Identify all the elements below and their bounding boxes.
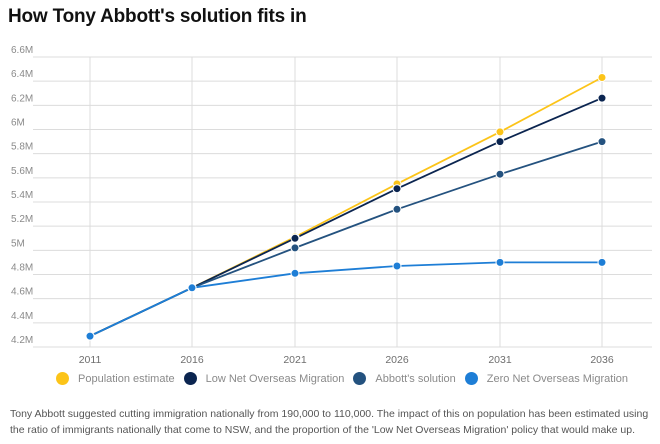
y-tick-label: 4.4M [11, 311, 33, 322]
chart-footnote: Tony Abbott suggested cutting immigratio… [10, 408, 649, 436]
data-point[interactable] [85, 331, 95, 341]
legend: Population estimate Low Net Overseas Migr… [56, 372, 637, 385]
legend-item[interactable]: Low Net Overseas Migration [183, 372, 345, 385]
y-tick-label: 6M [11, 118, 25, 129]
y-tick-label: 5.4M [11, 190, 33, 201]
line-chart: 6.6M 6.4M 6.2M 6M 5.8M 5.6M 5.4M 5.2M 5M 4.8M 4.6M… [11, 45, 652, 366]
series-points [85, 73, 607, 341]
legend-swatch-icon [353, 372, 367, 385]
series-line-3 [89, 261, 602, 337]
y-tick-label: 5.6M [11, 166, 33, 177]
data-point[interactable] [495, 169, 505, 179]
data-point[interactable] [597, 257, 607, 267]
series-lines [89, 76, 603, 337]
y-tick-label: 5.8M [11, 142, 33, 153]
data-point[interactable] [290, 233, 300, 243]
x-tick-label: 2016 [180, 354, 204, 366]
y-tick-label: 5M [11, 238, 25, 249]
x-tick-label: 2011 [79, 354, 102, 366]
data-point[interactable] [290, 268, 300, 278]
data-point[interactable] [392, 204, 402, 214]
y-tick-label: 4.2M [11, 335, 33, 346]
data-point[interactable] [495, 257, 505, 267]
data-point[interactable] [597, 73, 607, 82]
grid [33, 56, 652, 348]
legend-item[interactable]: Zero Net Overseas Migration [464, 372, 628, 385]
series-line-0 [89, 76, 603, 337]
x-tick-label: 2031 [488, 354, 512, 366]
data-point[interactable] [392, 261, 402, 271]
y-tick-label: 4.6M [11, 287, 33, 298]
data-point[interactable] [495, 127, 505, 137]
y-tick-label: 6.4M [11, 69, 33, 80]
y-tick-label: 4.8M [11, 263, 33, 274]
data-point[interactable] [597, 137, 607, 147]
x-tick-label: 2036 [590, 354, 614, 366]
x-axis-ticks: 2011 2016 2021 2026 2031 2036 [79, 354, 614, 366]
legend-label: Population estimate [78, 372, 175, 385]
series-line-2 [89, 140, 603, 337]
data-point[interactable] [495, 137, 505, 147]
legend-swatch-icon [464, 372, 478, 385]
data-point[interactable] [392, 184, 402, 194]
data-point[interactable] [290, 243, 300, 253]
data-point[interactable] [597, 93, 607, 103]
y-axis-ticks: 6.6M 6.4M 6.2M 6M 5.8M 5.6M 5.4M 5.2M 5M 4.8M 4.6M… [11, 45, 33, 346]
chart-title: How Tony Abbott's solution fits in [8, 6, 307, 27]
legend-swatch-icon [183, 372, 197, 385]
legend-item[interactable]: Abbott's solution [353, 372, 456, 385]
data-point[interactable] [187, 283, 197, 293]
legend-swatch-icon [56, 372, 69, 385]
x-tick-label: 2021 [283, 354, 307, 366]
y-tick-label: 6.2M [11, 93, 33, 104]
y-tick-label: 6.6M [11, 45, 33, 56]
y-tick-label: 5.2M [11, 214, 33, 225]
legend-label: Abbott's solution [375, 372, 456, 385]
legend-item[interactable]: Population estimate [56, 372, 175, 385]
legend-label: Zero Net Overseas Migration [486, 372, 628, 385]
x-tick-label: 2026 [385, 354, 409, 366]
legend-label: Low Net Overseas Migration [205, 372, 345, 385]
